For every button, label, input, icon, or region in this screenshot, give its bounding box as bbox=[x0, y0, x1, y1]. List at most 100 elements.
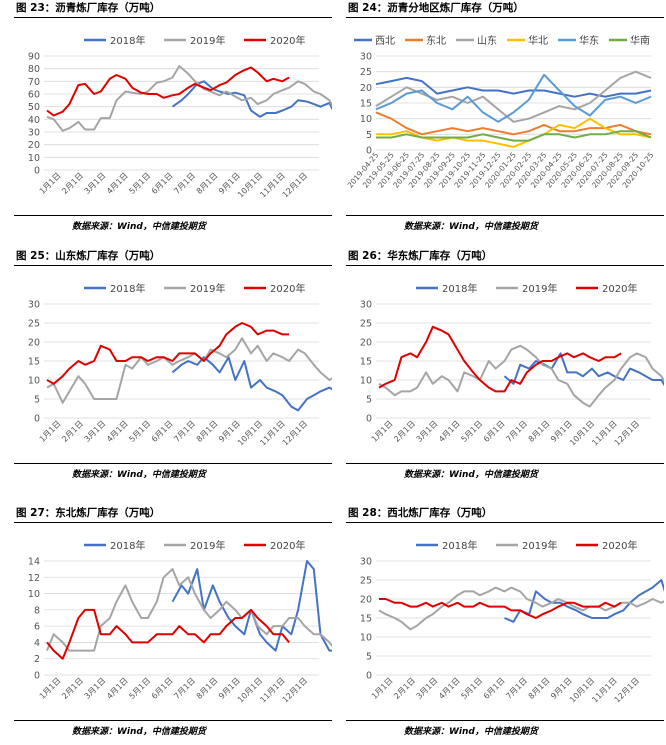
y-axis: 0 5 10 15 20 25 30 bbox=[360, 300, 651, 425]
series-line-2018年 bbox=[171, 560, 332, 652]
y-tick-label: 10 bbox=[360, 376, 372, 387]
x-tick-label: 7月1日 bbox=[504, 676, 529, 701]
x-tick-label: 8月1日 bbox=[195, 171, 220, 196]
x-axis: 1月1日2月1日3月1日4月1日5月1日6月1日7月1日8月1日9月1日10月1… bbox=[38, 419, 309, 447]
x-tick-label: 5月1日 bbox=[459, 676, 484, 701]
title-rule bbox=[346, 522, 664, 523]
x-tick-label: 2月1日 bbox=[60, 171, 85, 196]
chart-title: 图 28：西北炼厂库存（万吨） bbox=[348, 507, 493, 519]
x-tick-label: 4月1日 bbox=[437, 676, 462, 701]
x-tick-label: 1月1日 bbox=[38, 676, 63, 701]
y-tick-label: 2 bbox=[34, 654, 40, 665]
legend-label: 华北 bbox=[528, 34, 548, 47]
x-tick-label: 6月1日 bbox=[150, 676, 175, 701]
y-tick-label: 20 bbox=[360, 338, 372, 349]
y-tick-label: 0 bbox=[366, 671, 372, 682]
x-axis: 1月1日2月1日3月1日4月1日5月1日6月1日7月1日8月1日9月1日10月1… bbox=[370, 676, 641, 704]
chart-title: 图 23：沥青炼厂库存（万吨） bbox=[16, 2, 161, 14]
x-tick-label: 7月1日 bbox=[172, 171, 197, 196]
y-axis: 0 2 4 6 8 10 12 14 bbox=[28, 557, 319, 682]
x-tick-label: 8月1日 bbox=[527, 676, 552, 701]
source-note: 数据来源：Wind，中信建投期货 bbox=[404, 222, 538, 232]
title-rule bbox=[14, 17, 332, 18]
legend-label: 山东 bbox=[477, 34, 497, 47]
legend: 2018年 2019年 2020年 bbox=[416, 282, 637, 295]
legend-label: 2019年 bbox=[522, 282, 557, 295]
chart-panel-28: 图 28：西北炼厂库存（万吨） 2018年 2019年 2020年 0 5 10 15 20 2… bbox=[346, 505, 664, 739]
y-tick-label: 4 bbox=[34, 638, 40, 649]
x-tick-label: 2月1日 bbox=[60, 419, 85, 444]
series-line-2019年 bbox=[378, 344, 664, 408]
y-tick-label: 15 bbox=[360, 614, 372, 625]
legend-label: 2020年 bbox=[602, 282, 637, 295]
chart-svg: 2018年 2019年 2020年 0 5 10 15 20 25 30 1月1日2月1日3月1日4… bbox=[360, 539, 664, 705]
x-tick-label: 12月1日 bbox=[281, 419, 309, 447]
source-rule bbox=[346, 463, 664, 464]
x-tick-label: 8月1日 bbox=[195, 419, 220, 444]
source-rule bbox=[14, 720, 332, 721]
y-tick-label: 60 bbox=[28, 90, 40, 101]
legend: 2018年 2019年 2020年 bbox=[416, 539, 637, 552]
x-tick-label: 6月1日 bbox=[150, 171, 175, 196]
y-axis: 0 5 10 15 20 25 30 bbox=[360, 557, 651, 682]
series-line-西北 bbox=[375, 76, 652, 98]
legend-label: 2018年 bbox=[442, 539, 477, 552]
x-tick-label: 4月1日 bbox=[105, 171, 130, 196]
series-line-2020年 bbox=[378, 325, 622, 393]
y-tick-label: 12 bbox=[28, 573, 40, 584]
chart-svg: 2018年 2019年 2020年 0 5 10 15 20 25 30 1月1日2月1日3月1日4… bbox=[360, 282, 664, 448]
legend-label: 2019年 bbox=[522, 539, 557, 552]
y-tick-label: 0 bbox=[34, 414, 40, 425]
y-tick-label: 40 bbox=[28, 115, 40, 126]
source-rule bbox=[346, 215, 664, 216]
legend-label: 2018年 bbox=[110, 282, 145, 295]
chart-svg: 2018年 2019年 2020年 0 2 4 6 8 10 12 14 1月1日2月1日3月1日4月… bbox=[28, 539, 332, 705]
legend-label: 2019年 bbox=[190, 34, 225, 47]
y-tick-label: 10 bbox=[360, 633, 372, 644]
chart-panel-27: 图 27：东北炼厂库存（万吨） 2018年 2019年 2020年 0 2 4 6 8 10 12… bbox=[14, 505, 332, 739]
x-tick-label: 2月1日 bbox=[60, 676, 85, 701]
legend-label: 2019年 bbox=[190, 539, 225, 552]
series-line-2020年 bbox=[379, 598, 622, 619]
chart-panel-25: 图 25：山东炼厂库存（万吨） 2018年 2019年 2020年 0 5 10 15 20 2… bbox=[14, 248, 332, 482]
chart-panel-24: 图 24：沥青分地区炼厂库存（万吨） 西北 东北 山东 华北 华东 华南 0 5 10 15 20 2… bbox=[346, 0, 664, 234]
y-tick-label: 20 bbox=[360, 83, 372, 94]
source-rule bbox=[14, 463, 332, 464]
legend-label: 东北 bbox=[426, 34, 446, 47]
x-tick-label: 2月1日 bbox=[392, 676, 417, 701]
y-tick-label: 70 bbox=[28, 77, 40, 88]
y-tick-label: 15 bbox=[360, 99, 372, 110]
x-tick-label: 3月1日 bbox=[83, 676, 108, 701]
legend-label: 华东 bbox=[579, 34, 599, 47]
y-tick-label: 30 bbox=[28, 300, 40, 311]
legend-label: 2020年 bbox=[270, 282, 305, 295]
legend-label: 2020年 bbox=[602, 539, 637, 552]
series-line-山东 bbox=[375, 70, 652, 123]
x-tick-label: 7月1日 bbox=[172, 676, 197, 701]
legend-label: 华南 bbox=[630, 34, 650, 47]
x-tick-label: 5月1日 bbox=[127, 676, 152, 701]
x-tick-label: 8月1日 bbox=[195, 676, 220, 701]
y-tick-label: 25 bbox=[28, 319, 40, 330]
source-note: 数据来源：Wind，中信建投期货 bbox=[404, 727, 538, 737]
x-tick-label: 6月1日 bbox=[482, 676, 507, 701]
y-axis: 0 5 10 15 20 25 30 bbox=[28, 300, 319, 425]
x-tick-label: 5月1日 bbox=[127, 171, 152, 196]
series-line-2020年 bbox=[46, 66, 290, 117]
x-tick-label: 12月1日 bbox=[613, 676, 641, 704]
series-line-2019年 bbox=[378, 586, 664, 631]
legend-label: 2018年 bbox=[442, 282, 477, 295]
legend: 西北 东北 山东 华北 华东 华南 bbox=[354, 34, 650, 47]
y-tick-label: 15 bbox=[28, 357, 40, 368]
title-rule bbox=[14, 522, 332, 523]
series-line-2018年 bbox=[503, 352, 664, 387]
y-tick-label: 6 bbox=[34, 622, 40, 633]
title-rule bbox=[346, 17, 664, 18]
y-tick-label: 25 bbox=[360, 67, 372, 78]
series-line-2020年 bbox=[46, 322, 290, 385]
series-line-华南 bbox=[376, 130, 652, 142]
x-tick-label: 1月1日 bbox=[370, 676, 395, 701]
y-tick-label: 5 bbox=[366, 652, 372, 663]
y-tick-label: 5 bbox=[366, 395, 372, 406]
